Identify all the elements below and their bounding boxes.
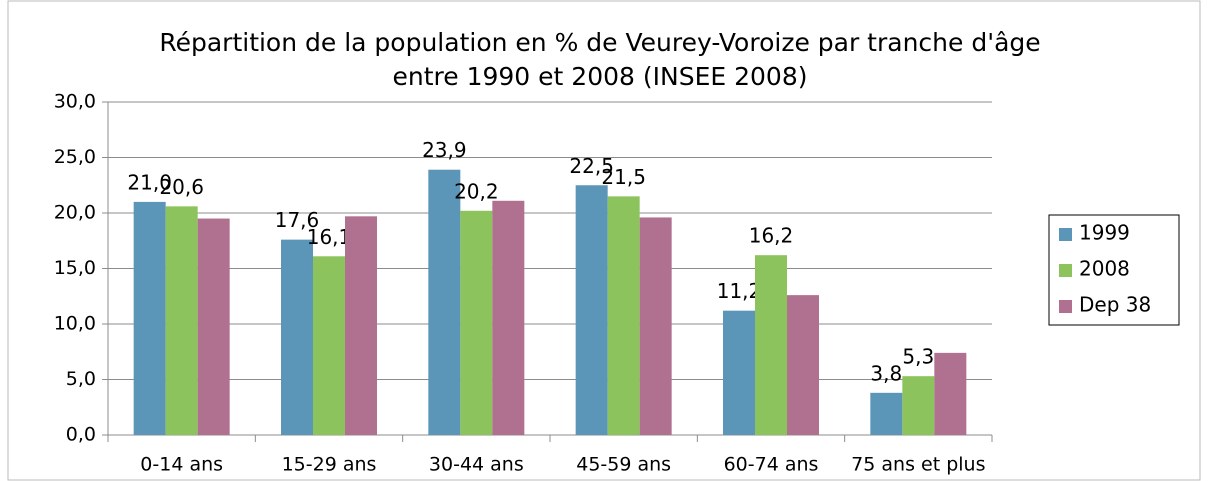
bar (345, 216, 377, 435)
value-label: 21,5 (601, 165, 646, 189)
value-label: 17,6 (275, 208, 320, 232)
x-tick-label: 75 ans et plus (851, 454, 985, 476)
bar (165, 206, 198, 435)
value-label: 3,8 (870, 361, 902, 385)
legend-swatch (1059, 228, 1072, 241)
x-tick-label: 45-59 ans (576, 454, 671, 476)
bar (787, 295, 819, 435)
chart-title-line: entre 1990 et 2008 (INSEE 2008) (393, 62, 808, 91)
legend-label: 1999 (1079, 221, 1130, 245)
y-tick-label: 20,0 (54, 202, 96, 224)
bar (934, 352, 967, 435)
y-tick-label: 0,0 (66, 424, 96, 446)
x-tick-label: 30-44 ans (429, 454, 524, 476)
value-label: 5,3 (902, 345, 934, 369)
chart-title: entre 1990 et 2008 (393, 62, 635, 91)
legend-label: Dep 38 (1079, 293, 1151, 317)
bar (460, 210, 493, 435)
x-tick-label: 15-29 ans (282, 454, 377, 476)
y-tick-label: 5,0 (66, 368, 96, 390)
chart-subtitle: (INSEE 2008) (643, 62, 808, 91)
value-label: 20,2 (454, 179, 499, 203)
value-label: 20,6 (159, 175, 204, 199)
x-tick-label: 0-14 ans (140, 454, 223, 476)
value-label: 16,2 (749, 224, 794, 248)
bar (723, 310, 755, 435)
bar (281, 239, 313, 435)
y-tick-label: 25,0 (54, 146, 96, 168)
y-tick-label: 15,0 (54, 257, 96, 279)
value-label: 11,2 (717, 279, 762, 303)
bar (133, 201, 166, 435)
y-tick-label: 10,0 (54, 313, 96, 335)
chart-title: Répartition de la population en % de Veu… (159, 28, 1040, 57)
bar (639, 217, 672, 435)
bar (428, 169, 461, 435)
bar (575, 185, 608, 435)
legend-swatch (1059, 264, 1072, 277)
bar (197, 218, 230, 435)
legend-label: 2008 (1079, 257, 1130, 281)
value-label: 16,1 (307, 225, 352, 249)
bar (607, 196, 640, 435)
y-tick-label: 30,0 (54, 91, 96, 113)
value-label: 21,0 (127, 170, 172, 194)
value-label: 23,9 (422, 138, 467, 162)
bar (870, 392, 903, 435)
bar (902, 376, 935, 435)
x-tick-label: 60-74 ans (724, 454, 819, 476)
bar (755, 255, 787, 435)
legend-swatch (1059, 300, 1072, 313)
bar (313, 256, 345, 435)
bar (492, 200, 525, 435)
value-label: 22,5 (569, 154, 614, 178)
